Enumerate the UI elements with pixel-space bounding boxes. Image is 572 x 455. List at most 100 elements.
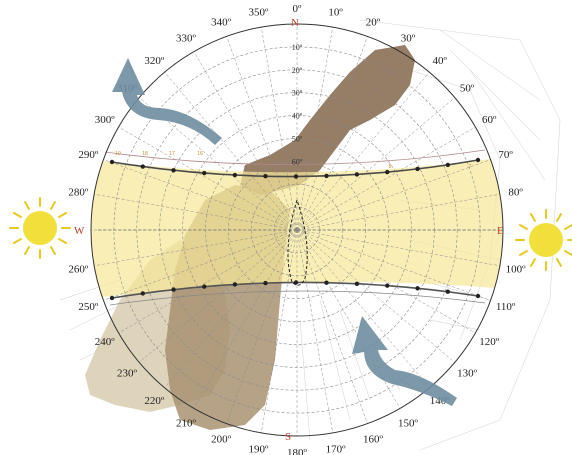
azimuth-label: 0º xyxy=(293,3,303,15)
summer-sun-marker xyxy=(109,159,115,165)
azimuth-line xyxy=(226,229,298,424)
azimuth-label: 260º xyxy=(68,264,89,276)
winter-sun-marker xyxy=(293,280,299,285)
azimuth-line xyxy=(296,97,455,231)
azimuth-line xyxy=(296,126,476,231)
azimuth-label: 280º xyxy=(68,186,89,198)
altitude-label: 10º xyxy=(292,43,303,52)
winter-sun-marker xyxy=(415,286,420,291)
azimuth-label: 320º xyxy=(144,55,165,67)
footprint-dark xyxy=(240,45,415,195)
summer-sun-marker xyxy=(324,173,329,179)
azimuth-line xyxy=(103,229,298,301)
sun-east-icon xyxy=(515,209,572,271)
winter-solstice-arc-outer xyxy=(109,290,486,306)
azimuth-label: 200º xyxy=(211,434,232,446)
azimuth-label: 40º xyxy=(432,55,447,67)
summer-sun-marker xyxy=(475,157,481,163)
west-label: W xyxy=(74,225,85,237)
azimuth-line xyxy=(103,159,298,231)
east-label: E xyxy=(497,225,504,237)
sun-ray xyxy=(13,238,22,244)
azimuth-line xyxy=(164,72,298,231)
azimuth-label: 230º xyxy=(117,368,138,380)
azimuth-line xyxy=(193,229,298,409)
sun-ray xyxy=(13,212,22,218)
altitude-ring xyxy=(182,115,412,345)
azimuth-label: 50º xyxy=(460,82,475,94)
sun-position-markers xyxy=(109,157,481,301)
sun-ray xyxy=(556,213,562,222)
azimuth-label: 180º xyxy=(287,447,308,455)
azimuth-label: 350º xyxy=(248,6,269,18)
altitude-label: 40º xyxy=(292,112,303,121)
winter-sun-marker xyxy=(475,293,481,299)
azimuth-line xyxy=(260,229,298,433)
azimuth-label: 340º xyxy=(211,16,232,28)
azimuth-label: 60º xyxy=(482,114,497,126)
azimuth-line xyxy=(296,229,334,433)
azimuth-label: 100º xyxy=(506,264,527,276)
hour-label: 17 xyxy=(169,151,175,157)
altitude-label: 20º xyxy=(292,66,303,75)
sun-ray xyxy=(556,258,562,267)
summer-sun-marker xyxy=(263,174,268,179)
azimuth-line xyxy=(296,229,368,424)
summer-sun-marker xyxy=(385,169,390,175)
polar-grid xyxy=(91,24,503,436)
azimuth-line xyxy=(139,229,298,363)
altitude-label: 50º xyxy=(292,134,303,143)
azimuth-label: 110º xyxy=(496,301,516,313)
summer-sun-marker xyxy=(293,174,299,179)
sun-ray xyxy=(50,201,56,210)
azimuth-label: 330º xyxy=(176,33,197,45)
azimuth-line xyxy=(118,126,298,231)
winter-sun-marker xyxy=(202,284,207,289)
azimuth-label: 170º xyxy=(326,444,347,455)
azimuth-line xyxy=(118,229,298,334)
sun-ray xyxy=(24,201,30,210)
azimuth-label: 10º xyxy=(328,6,343,18)
horizon-circle xyxy=(90,23,504,437)
hour-label: 16 xyxy=(197,151,203,157)
summer-sun-marker xyxy=(415,166,420,172)
azimuth-label: 290º xyxy=(78,149,99,161)
azimuth-line xyxy=(94,229,298,267)
south-label: S xyxy=(285,431,291,443)
hour-label: 10 xyxy=(115,151,121,157)
winter-sun-marker xyxy=(354,281,360,286)
winter-sun-marker xyxy=(385,283,390,288)
sun-disc xyxy=(23,211,57,245)
azimuth-line xyxy=(296,159,491,231)
winter-sun-marker xyxy=(171,287,176,292)
azimuth-line xyxy=(226,36,298,231)
altitude-label: 60º xyxy=(292,157,303,166)
wind-arrow-nw-icon xyxy=(112,58,222,145)
winter-sun-marker xyxy=(140,291,146,296)
winter-sun-marker xyxy=(445,289,451,294)
azimuth-line xyxy=(260,27,298,231)
summer-sun-marker xyxy=(202,170,207,176)
azimuth-line xyxy=(296,229,500,267)
summer-sun-marker xyxy=(232,172,238,178)
azimuth-line xyxy=(296,229,491,301)
azimuth-line xyxy=(296,229,476,334)
altitude-label: 30º xyxy=(292,89,303,98)
azimuth-label: 250º xyxy=(78,301,99,313)
azimuth-label: 30º xyxy=(401,33,416,45)
azimuth-label: 150º xyxy=(398,417,419,429)
sun-path-band xyxy=(91,155,503,300)
hour-label: 18 xyxy=(142,151,148,157)
winter-sun-marker xyxy=(263,280,268,286)
sun-ray xyxy=(530,213,536,222)
winter-sun-marker xyxy=(232,282,238,287)
azimuth-label: 120º xyxy=(479,336,500,348)
wind-arrow-se-icon xyxy=(352,316,457,406)
sun-ray xyxy=(564,224,572,230)
azimuth-line xyxy=(94,193,298,231)
sun-ray xyxy=(564,250,572,256)
sun-west-icon xyxy=(9,197,71,259)
sun-ray xyxy=(50,246,56,255)
